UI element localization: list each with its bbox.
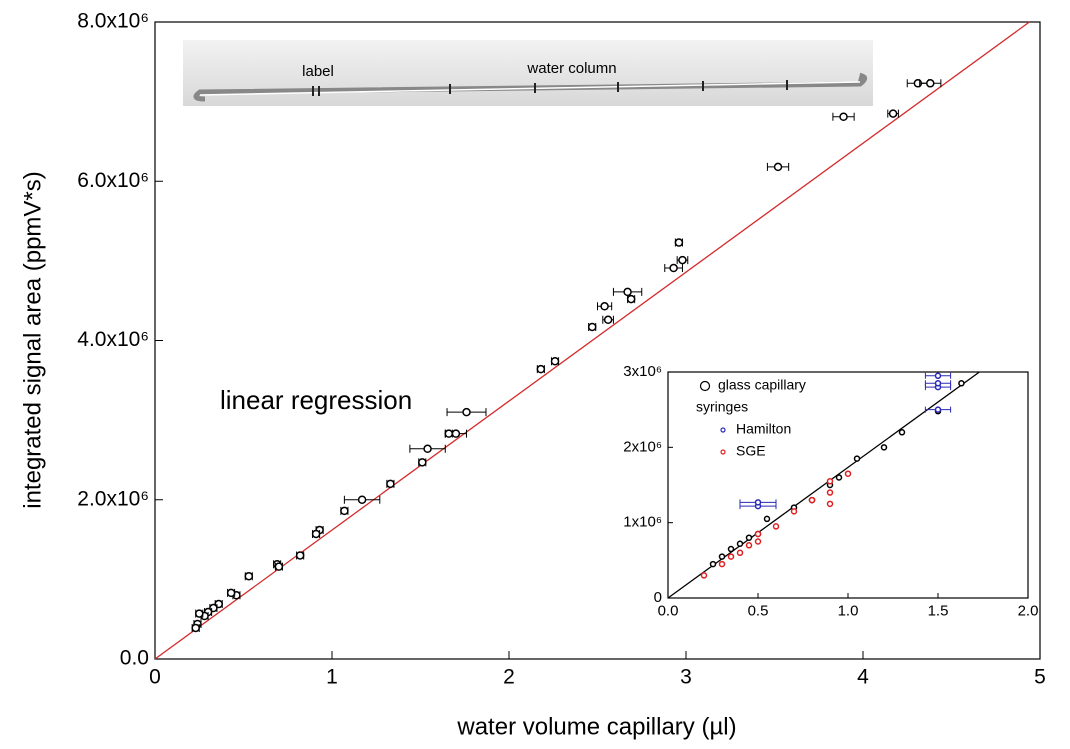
data-point [357,495,367,504]
data-point [763,515,771,523]
y-axis-title: integrated signal area (ppmV*s) [19,171,46,509]
data-point [191,623,200,633]
data-point [195,609,204,618]
data-point [745,534,753,541]
data-point [709,560,717,568]
x-tick-label: 5 [1034,665,1046,688]
x-tick-label: 4 [857,665,869,688]
data-point [244,571,254,581]
data-point [808,496,816,504]
data-point [444,429,454,438]
data-point [736,549,744,557]
data-point [274,562,284,571]
data-point [926,79,935,88]
y-tick-label: 8.0x10⁶ [77,10,149,33]
data-point [880,444,888,451]
plot: 0 1 2 3 4 5 0.0 2.0x10⁶ 4.0x10⁶ 6.0x10⁶ 8.0x10⁶ [77,10,1046,689]
data-point [839,112,848,122]
data-point [700,572,708,579]
legend-group-title: syringes [696,399,748,415]
data-point [678,255,687,265]
photo-label: water column [526,60,616,77]
data-point [600,302,609,311]
data-point [295,551,305,560]
data-point [727,553,735,560]
y-tick-label: 0 [654,589,662,606]
data-point [790,508,798,515]
y-tick-label: 0.0 [120,647,149,670]
x-tick-label: 2 [503,665,515,688]
data-point [826,500,834,508]
x-tick-label: 0.5 [748,602,769,619]
data-point [451,429,461,438]
data-point [826,477,834,485]
data-point [718,560,726,568]
y-tick-label: 2.0x10⁶ [77,487,149,510]
data-point [226,588,236,598]
y-tick-label: 6.0x10⁶ [77,169,149,192]
x-tick-label: 1.5 [928,602,949,619]
data-point [844,470,852,477]
data-point [386,479,395,489]
inset-background [668,372,1028,598]
data-point [754,499,762,506]
data-point [853,455,861,462]
data-point [773,162,783,172]
legend-label: SGE [736,443,766,459]
data-point [311,529,321,539]
data-point [898,429,906,436]
data-point [669,263,678,273]
data-point [340,506,349,516]
x-tick-label: 1 [326,665,338,688]
data-point [958,380,965,387]
plot: 0.0 0.5 1.0 1.5 2.0 0 1x10⁶ 2x10⁶ 3x10⁶ glass cap… [623,363,1038,620]
y-tick-label: 1x10⁶ [623,514,662,531]
legend-marker [699,380,711,392]
legend-label: Hamilton [736,421,791,437]
x-tick-label: 1.0 [838,602,859,619]
data-point [888,109,898,118]
data-point [536,364,546,374]
data-point [623,287,632,297]
data-point [626,294,636,304]
data-point [603,315,613,325]
y-tick-label: 2x10⁶ [623,438,662,455]
data-point [727,545,735,553]
data-point [772,523,780,530]
data-point [826,489,834,496]
data-point [423,444,432,454]
photo-label: label [302,63,334,80]
data-point [745,542,753,549]
data-point [754,538,762,545]
x-tick-label: 0.0 [658,602,679,619]
legend-label: glass capillary [718,377,806,393]
data-point [754,530,762,538]
data-point [674,238,684,247]
capillary-highlight [199,81,861,96]
data-point [462,407,471,417]
data-point [934,372,942,380]
data-point [835,474,843,481]
legend-marker [720,449,726,455]
legend-marker [720,427,726,433]
data-point [934,380,942,387]
data-point [418,458,427,467]
x-tick-label: 3 [680,665,692,688]
capillary-marks [312,80,788,96]
data-point [587,322,597,332]
photo-background [183,40,873,106]
data-point [550,356,560,366]
data-point [718,553,726,560]
data-point [934,406,942,413]
capillary-tube [193,72,868,102]
data-point [736,540,744,548]
y-tick-label: 3x10⁶ [623,363,662,380]
x-tick-label: 0 [149,665,161,688]
x-axis-title: water volume capillary (µl) [456,713,736,740]
annotation: linear regression [220,385,412,415]
y-tick-label: 4.0x10⁶ [77,328,149,351]
x-tick-label: 2.0 [1018,602,1039,619]
photo: label water column [183,40,873,106]
